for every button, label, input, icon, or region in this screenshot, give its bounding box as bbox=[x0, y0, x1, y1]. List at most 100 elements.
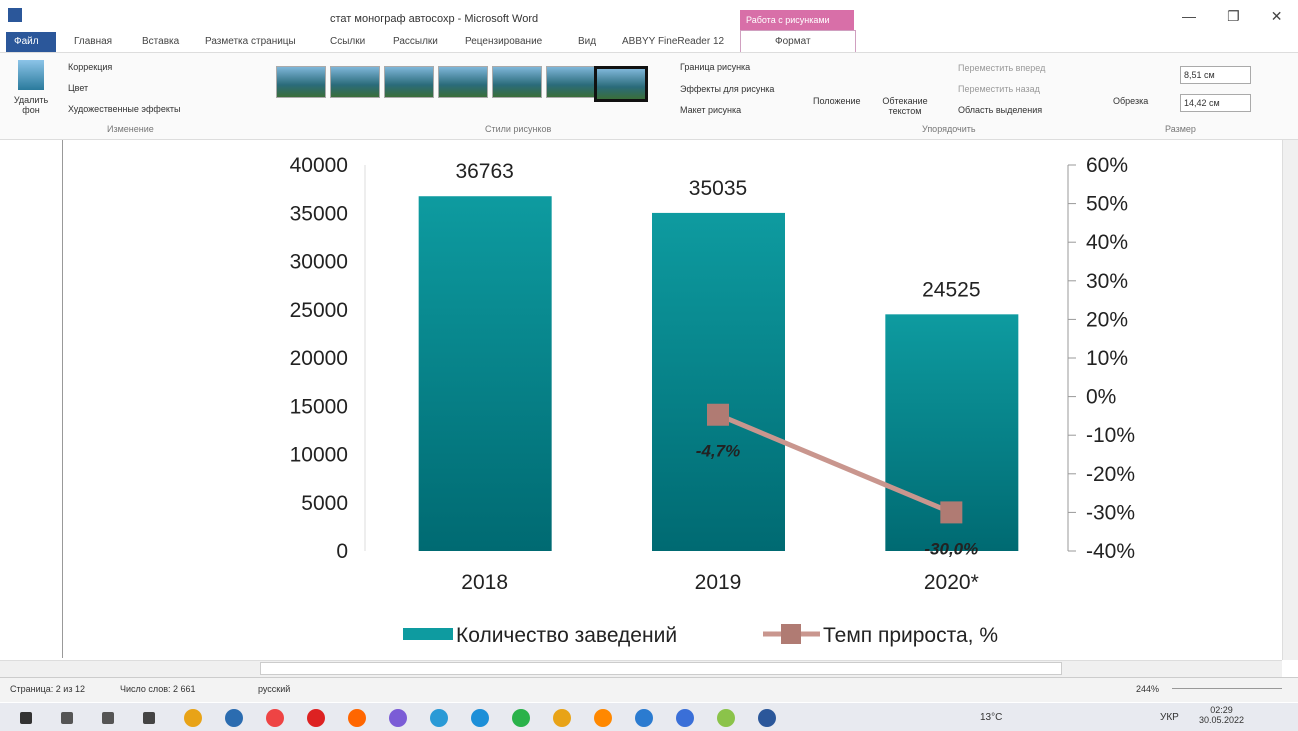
remove-bg-button[interactable]: Удалить фон bbox=[8, 95, 54, 115]
taskbar-app[interactable] bbox=[225, 709, 243, 727]
ribbon-tab[interactable]: Файл bbox=[14, 36, 39, 47]
vertical-scrollbar[interactable] bbox=[1282, 140, 1298, 660]
y-tick-label: 5000 bbox=[301, 492, 348, 515]
selection-pane[interactable]: Область выделения bbox=[958, 105, 1042, 115]
taskbar-app[interactable] bbox=[635, 709, 653, 727]
bar bbox=[419, 196, 552, 551]
y2-tick-label: 20% bbox=[1086, 308, 1128, 331]
style-thumb[interactable] bbox=[438, 66, 488, 98]
taskbar-app[interactable] bbox=[307, 709, 325, 727]
taskbar-app[interactable] bbox=[266, 709, 284, 727]
ribbon bbox=[0, 52, 1298, 140]
art-effects[interactable]: Художественные эффекты bbox=[68, 104, 180, 114]
y2-tick-label: -40% bbox=[1086, 540, 1135, 563]
page: Word chart {"window": {"title": "стат мо… bbox=[0, 0, 1298, 731]
remove-bg-icon bbox=[18, 60, 44, 90]
taskbar-app[interactable] bbox=[717, 709, 735, 727]
ribbon-tab[interactable]: ABBYY FineReader 12 bbox=[622, 36, 724, 47]
y2-tick-label: 60% bbox=[1086, 154, 1128, 177]
picture-border[interactable]: Граница рисунка bbox=[680, 62, 750, 72]
width-field[interactable]: 14,42 см bbox=[1180, 94, 1251, 112]
ribbon-tab[interactable]: Главная bbox=[74, 36, 112, 47]
taskbar-app[interactable] bbox=[61, 712, 73, 724]
ribbon-tab[interactable]: Разметка страницы bbox=[205, 36, 296, 47]
line-value-label: -30,0% bbox=[924, 539, 978, 558]
taskbar-app[interactable] bbox=[512, 709, 530, 727]
bring-forward[interactable]: Переместить вперед bbox=[958, 63, 1045, 73]
input-language[interactable]: УКР bbox=[1160, 712, 1179, 723]
y2-tick-label: -20% bbox=[1086, 463, 1135, 486]
y2-tick-label: 30% bbox=[1086, 270, 1128, 293]
color[interactable]: Цвет bbox=[68, 83, 88, 93]
picture-effects[interactable]: Эффекты для рисунка bbox=[680, 84, 774, 94]
line-marker bbox=[707, 404, 729, 426]
scroll-thumb[interactable] bbox=[260, 662, 1062, 675]
ribbon-tab[interactable]: Рецензирование bbox=[465, 36, 542, 47]
taskbar-app[interactable] bbox=[430, 709, 448, 727]
language[interactable]: русский bbox=[258, 684, 290, 694]
x-tick-label: 2020* bbox=[924, 571, 979, 594]
style-thumb[interactable] bbox=[330, 66, 380, 98]
ribbon-tab[interactable]: Вид bbox=[578, 36, 596, 47]
line-value-label: -4,7% bbox=[696, 442, 740, 461]
style-thumb[interactable] bbox=[276, 66, 326, 98]
taskbar-app[interactable] bbox=[553, 709, 571, 727]
taskbar-app[interactable] bbox=[389, 709, 407, 727]
group-label: Стили рисунков bbox=[485, 124, 551, 134]
wrap-text[interactable]: Обтекание текстом bbox=[877, 96, 933, 116]
ribbon-tab[interactable]: Ссылки bbox=[330, 36, 365, 47]
word-count[interactable]: Число слов: 2 661 bbox=[120, 684, 196, 694]
style-thumb[interactable] bbox=[492, 66, 542, 98]
chart: 0500010000150002000025000300003500040000… bbox=[0, 138, 1280, 660]
date: 30.05.2022 bbox=[1199, 715, 1244, 725]
app-icon bbox=[8, 8, 22, 22]
taskbar-app[interactable] bbox=[143, 712, 155, 724]
window-title: стат монограф автосохр - Microsoft Word bbox=[330, 13, 538, 25]
y-tick-label: 10000 bbox=[290, 444, 348, 467]
bar-value-label: 36763 bbox=[455, 160, 513, 183]
taskbar-app[interactable] bbox=[184, 709, 202, 727]
crop[interactable]: Обрезка bbox=[1113, 96, 1148, 106]
zoom-level[interactable]: 244% bbox=[1136, 684, 1159, 694]
ribbon-tab[interactable]: Рассылки bbox=[393, 36, 438, 47]
title-bar bbox=[0, 0, 1298, 32]
page-count[interactable]: Страница: 2 из 12 bbox=[10, 684, 85, 694]
position[interactable]: Положение bbox=[813, 96, 861, 106]
taskbar-app[interactable] bbox=[20, 712, 32, 724]
style-thumb[interactable] bbox=[546, 66, 596, 98]
bar-value-label: 24525 bbox=[922, 278, 980, 301]
taskbar-app[interactable] bbox=[348, 709, 366, 727]
y-tick-label: 0 bbox=[336, 540, 348, 563]
taskbar-app[interactable] bbox=[594, 709, 612, 727]
taskbar-app[interactable] bbox=[676, 709, 694, 727]
taskbar-app[interactable] bbox=[758, 709, 776, 727]
x-tick-label: 2018 bbox=[461, 571, 508, 594]
time: 02:29 bbox=[1210, 705, 1233, 715]
zoom-slider[interactable] bbox=[1172, 688, 1282, 689]
y2-tick-label: 10% bbox=[1086, 347, 1128, 370]
style-thumb[interactable] bbox=[594, 66, 648, 102]
legend-swatch bbox=[403, 628, 453, 640]
line-marker bbox=[940, 501, 962, 523]
picture-layout[interactable]: Макет рисунка bbox=[680, 105, 741, 115]
legend-swatch bbox=[781, 624, 801, 644]
weather[interactable]: 13°C bbox=[980, 712, 1002, 723]
window-controls[interactable]: — ❐ ✕ bbox=[1182, 8, 1283, 25]
style-thumb[interactable] bbox=[384, 66, 434, 98]
y2-tick-label: 0% bbox=[1086, 386, 1116, 409]
ribbon-tab[interactable]: Формат bbox=[775, 36, 811, 47]
y2-tick-label: -30% bbox=[1086, 501, 1135, 524]
correction[interactable]: Коррекция bbox=[68, 62, 112, 72]
y-tick-label: 30000 bbox=[290, 251, 348, 274]
ribbon-tab[interactable]: Вставка bbox=[142, 36, 179, 47]
send-backward[interactable]: Переместить назад bbox=[958, 84, 1040, 94]
group-label: Упорядочить bbox=[922, 124, 976, 134]
x-tick-label: 2019 bbox=[695, 571, 742, 594]
legend-label: Количество заведений bbox=[456, 624, 677, 647]
taskbar-app[interactable] bbox=[471, 709, 489, 727]
height-field[interactable]: 8,51 см bbox=[1180, 66, 1251, 84]
y2-tick-label: 40% bbox=[1086, 231, 1128, 254]
taskbar-app[interactable] bbox=[102, 712, 114, 724]
context-tab[interactable]: Работа с рисунками bbox=[746, 15, 830, 25]
